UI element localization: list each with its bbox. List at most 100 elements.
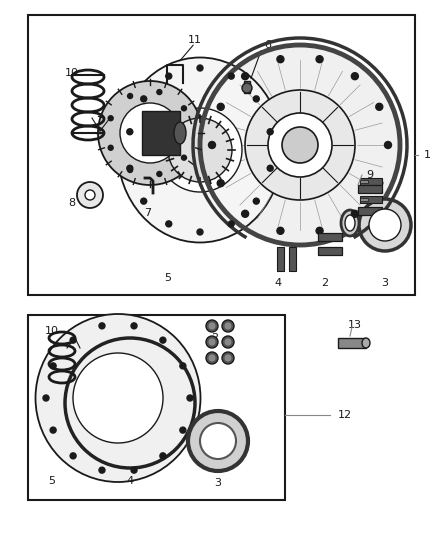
Circle shape [168,118,232,182]
Circle shape [208,141,215,149]
Text: 11: 11 [188,35,202,45]
Circle shape [157,90,162,94]
Circle shape [85,190,95,200]
Circle shape [351,72,358,80]
Circle shape [376,180,383,187]
Circle shape [197,65,203,71]
Bar [28,315,285,500]
Ellipse shape [362,338,370,348]
Circle shape [209,339,215,345]
Text: 6: 6 [265,40,272,50]
Circle shape [181,106,187,111]
Text: 4: 4 [275,278,282,288]
Circle shape [187,395,193,401]
Circle shape [141,198,147,204]
Text: 1: 1 [424,150,431,160]
Text: 7: 7 [145,208,152,218]
Bar [289,247,296,271]
Circle shape [268,113,332,177]
Text: 5: 5 [165,273,172,283]
Circle shape [108,116,113,121]
Circle shape [369,209,401,241]
Circle shape [206,336,218,348]
Circle shape [245,90,355,200]
Circle shape [127,93,133,99]
Circle shape [166,73,172,79]
Circle shape [73,353,163,443]
Text: 9: 9 [367,170,374,180]
Circle shape [127,167,133,173]
Ellipse shape [117,58,283,243]
Ellipse shape [174,122,186,144]
Circle shape [127,165,133,171]
Text: 2: 2 [212,333,219,343]
Circle shape [160,453,166,459]
Circle shape [200,423,236,459]
Circle shape [50,427,56,433]
Text: 4: 4 [127,476,134,486]
Circle shape [222,336,234,348]
Circle shape [70,453,76,459]
Text: 5: 5 [49,476,56,486]
Circle shape [160,337,166,343]
Circle shape [200,45,400,245]
Circle shape [206,352,218,364]
Circle shape [127,129,133,135]
Circle shape [242,211,249,217]
Circle shape [217,180,224,187]
Text: 8: 8 [68,198,76,208]
Circle shape [99,323,105,329]
Circle shape [131,323,137,329]
Bar [142,111,180,155]
Circle shape [43,395,49,401]
Circle shape [158,108,242,192]
Circle shape [99,467,105,473]
Circle shape [225,323,231,329]
Circle shape [180,427,186,433]
Circle shape [209,323,215,329]
Circle shape [77,182,103,208]
Circle shape [209,355,215,361]
Circle shape [277,227,284,235]
Circle shape [228,221,234,227]
Circle shape [197,229,203,235]
Circle shape [351,211,358,217]
Circle shape [108,146,113,150]
Circle shape [188,411,248,471]
Circle shape [277,56,284,63]
Circle shape [253,96,259,102]
Bar [360,178,382,185]
Ellipse shape [345,215,355,231]
Circle shape [131,467,137,473]
Text: 3: 3 [215,478,222,488]
Text: 10: 10 [45,326,59,336]
Circle shape [267,129,273,135]
Text: 2: 2 [321,278,328,288]
Text: 3: 3 [381,278,389,288]
Bar [358,207,382,215]
Circle shape [50,363,56,369]
Circle shape [141,96,147,102]
Bar [338,338,366,348]
Circle shape [225,355,231,361]
Circle shape [157,172,162,176]
Circle shape [253,198,259,204]
Circle shape [222,320,234,332]
Circle shape [98,81,202,185]
Circle shape [376,103,383,110]
Circle shape [181,155,187,160]
Circle shape [316,56,323,63]
Circle shape [282,127,318,163]
Circle shape [70,337,76,343]
Bar [244,81,250,93]
Circle shape [222,352,234,364]
Bar [277,247,284,271]
Circle shape [385,141,392,149]
Circle shape [120,103,180,163]
Circle shape [267,165,273,171]
Circle shape [180,363,186,369]
Text: 10: 10 [65,68,79,78]
Circle shape [359,199,411,251]
Ellipse shape [35,314,201,482]
Bar [360,198,368,201]
